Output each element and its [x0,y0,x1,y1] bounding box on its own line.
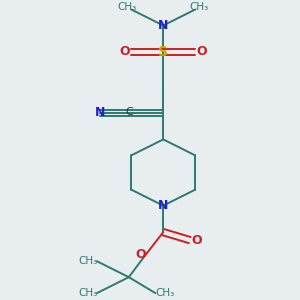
Text: C: C [125,106,133,117]
Text: O: O [196,46,207,59]
Text: O: O [135,248,146,261]
Text: S: S [158,45,168,59]
Text: N: N [158,19,168,32]
Text: O: O [119,46,130,59]
Text: N: N [158,199,168,212]
Text: CH₃: CH₃ [78,288,98,298]
Text: CH₃: CH₃ [78,256,98,266]
Text: CH₃: CH₃ [189,2,208,12]
Text: N: N [94,106,105,119]
Text: CH₃: CH₃ [118,2,137,12]
Text: CH₃: CH₃ [155,288,174,298]
Text: O: O [191,234,202,247]
